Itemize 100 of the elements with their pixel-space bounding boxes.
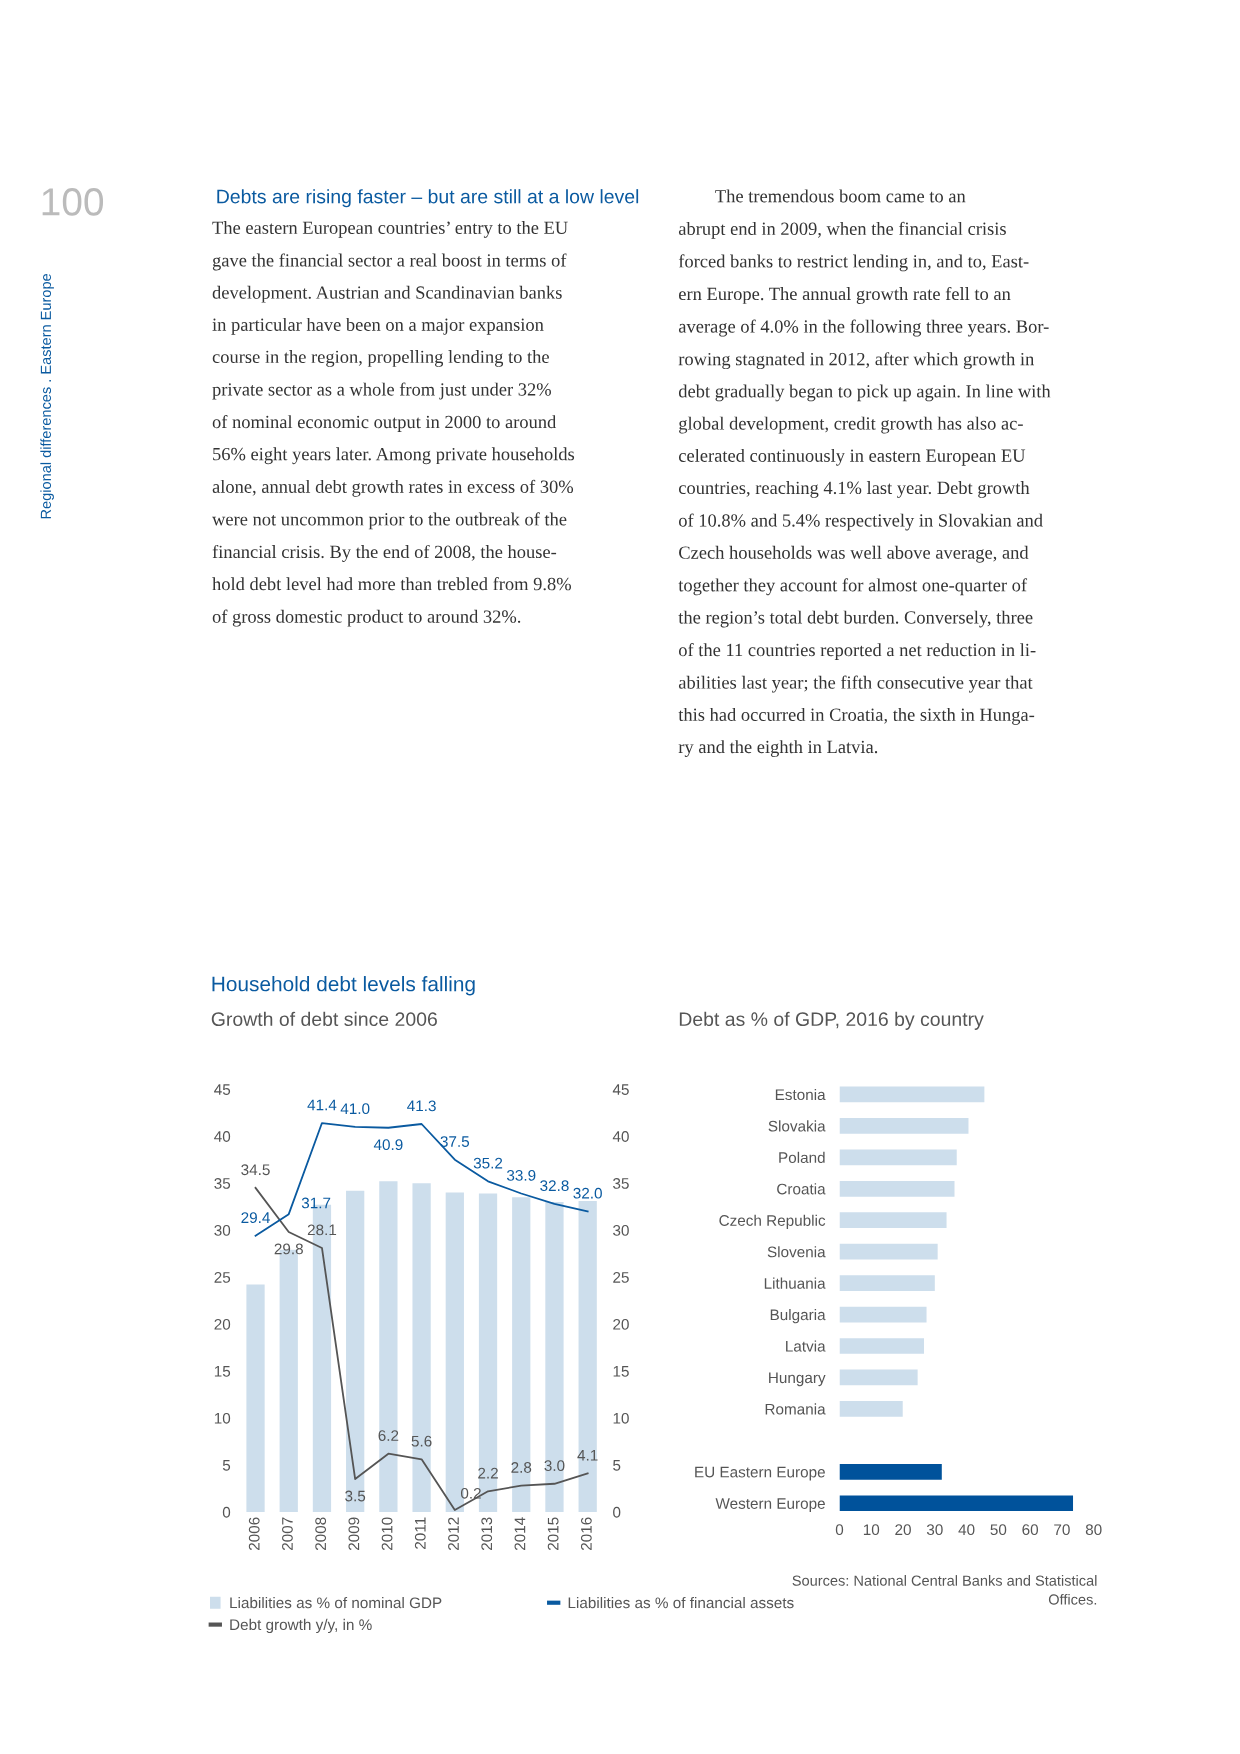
y-tick-label: Latvia: [786, 1340, 826, 1352]
data-label: 3.0: [544, 1460, 565, 1472]
bar: [839, 1086, 985, 1103]
y-tick-label: Lithuania: [764, 1277, 826, 1289]
bar: [839, 1180, 955, 1197]
x-tick-label: 2007: [282, 1517, 293, 1551]
y-tick-label: Western Europe: [715, 1498, 825, 1512]
data-label: 29.8: [274, 1243, 303, 1255]
y-tick-label: Romania: [765, 1403, 826, 1415]
x-tick-label: 2013: [481, 1517, 493, 1551]
bar: [839, 1149, 957, 1166]
data-label: 33.9: [506, 1169, 536, 1181]
data-label: 2.2: [478, 1467, 498, 1479]
x-tick-label: 30: [926, 1524, 943, 1536]
text: The eastern European countries’ entry to the EU gave the financial sector a real boost in terms of development. Austrian and Scandinavian banks in particular have been on a major expansion course in the region, propelling lending to the private sector as a whole from just under 32% of nominal economic output in 2000 to around 56% eight years later. Among private households alone, annual debt growth rates in excess of 30% were not uncommon prior to the outbreak of the financial crisis. By the end of 2008, the house- hold debt level had more than trebled from 9.8% of gross domestic product to around 32%.: [212, 221, 575, 627]
data-label: 41.0: [340, 1103, 370, 1115]
bar: [246, 1284, 265, 1512]
bar: [578, 1201, 597, 1512]
y2-tick-label: 5: [613, 1460, 621, 1471]
y-tick-label: 20: [214, 1318, 231, 1330]
data-label: 5.6: [411, 1435, 432, 1447]
y2-tick-label: 45: [612, 1084, 629, 1095]
data-label: 34.5: [241, 1164, 270, 1176]
bar: [839, 1338, 924, 1354]
data-label: 41.4: [307, 1099, 337, 1111]
data-label: 40.9: [373, 1139, 403, 1151]
data-label: 3.5: [345, 1490, 366, 1502]
x-tick-label: 50: [990, 1524, 1007, 1536]
y-tick-label: Estonia: [775, 1088, 826, 1101]
x-tick-label: 2012: [448, 1517, 459, 1551]
text: Regional differences . Eastern Europe: [40, 273, 54, 519]
bar: [839, 1243, 938, 1260]
y-tick-label: EU Eastern Europe: [695, 1466, 825, 1481]
bar: [839, 1306, 927, 1323]
x-tick-label: 2008: [315, 1517, 327, 1551]
bar: [839, 1275, 935, 1291]
y2-tick-label: 30: [613, 1225, 629, 1236]
bar: [839, 1212, 947, 1229]
legend-label: Liabilities as % of financial assets: [568, 1596, 794, 1609]
text: The tremendous boom came to an abrupt end in 2009, when the financial crisis forced banks to restrict lending in, and to, East- ern Europe. The annual growth rate fell to an average of 4.0% in the following three years. Bor- rowing stagnated in 2012, after which growth in debt gradually began to pick up again. In line with global development, credit growth has also ac- celerated continuously in eastern European EU countries, reaching 4.1% last year. Debt growth of 10.8% and 5.4% respectively in Slovakian and Czech households was well above average, and together they account for almost one-quarter of the region’s total debt burden. Conversely, three of the 11 countries reported a net reduction in li- abilities last year; the fifth consecutive year that this had occurred in Croatia, the sixth in Hunga- ry and the eighth in Latvia.: [678, 189, 1051, 757]
y-tick-label: Bulgaria: [770, 1309, 826, 1324]
x-tick-label: 60: [1022, 1524, 1039, 1536]
y2-tick-label: 0: [613, 1506, 621, 1518]
y2-tick-label: 35: [613, 1178, 629, 1189]
x-tick-label: 2011: [414, 1517, 426, 1549]
data-label: 37.5: [440, 1136, 470, 1147]
x-tick-label: 20: [895, 1524, 911, 1536]
x-tick-label: 2009: [348, 1517, 360, 1551]
bar: [346, 1190, 365, 1512]
chart-subtitle: Growth of debt since 2006: [211, 1011, 437, 1027]
data-label: 29.4: [241, 1212, 270, 1224]
y2-tick-label: 15: [613, 1366, 629, 1377]
bar: [839, 1118, 969, 1134]
y-tick-label: 30: [214, 1225, 231, 1236]
data-label: 41.3: [407, 1100, 436, 1112]
y-tick-label: 45: [214, 1084, 231, 1095]
data-label: 2.8: [511, 1462, 532, 1473]
y-tick-label: Czech Republic: [719, 1214, 826, 1229]
bar: [839, 1463, 942, 1480]
y-tick-label: Croatia: [777, 1183, 826, 1195]
data-label: 6.2: [378, 1430, 399, 1441]
chart-title: Household debt levels falling: [212, 976, 475, 996]
source-note: Sources: National Central Banks and Statistical Offices.: [792, 1575, 1097, 1605]
data-label: 4.1: [577, 1450, 598, 1461]
data-label: 32.0: [573, 1187, 602, 1199]
legend-label: Debt growth y/y, in %: [230, 1618, 372, 1634]
y-tick-label: 25: [214, 1271, 231, 1283]
y-tick-label: Hungary: [769, 1372, 826, 1387]
bar: [412, 1183, 431, 1512]
text: Debts are rising faster – but are still at a low level: [217, 189, 639, 208]
legend-label: Liabilities as % of nominal GDP: [230, 1596, 442, 1609]
bar: [512, 1197, 531, 1512]
y-tick-label: Slovenia: [767, 1246, 826, 1258]
data-label: 35.2: [473, 1157, 503, 1169]
x-tick-label: 2016: [580, 1517, 592, 1551]
x-tick-label: 70: [1054, 1524, 1070, 1536]
y2-tick-label: 40: [612, 1131, 629, 1142]
data-label: 28.1: [307, 1224, 337, 1236]
y-tick-label: 0: [222, 1506, 231, 1518]
x-tick-label: 2006: [248, 1517, 260, 1551]
y-tick-label: 10: [214, 1412, 231, 1424]
y-tick-label: 15: [214, 1366, 231, 1377]
x-tick-label: 40: [958, 1524, 975, 1536]
x-tick-label: 2014: [514, 1517, 526, 1551]
y-tick-label: 5: [222, 1460, 231, 1471]
data-label: 32.8: [540, 1180, 569, 1192]
chart-title: Debt as % of GDP, 2016 by country: [679, 1011, 984, 1030]
text: 100: [42, 188, 104, 216]
x-tick-label: 2010: [381, 1517, 393, 1551]
y-tick-label: Poland: [779, 1151, 825, 1164]
x-tick-label: 10: [863, 1524, 880, 1536]
y-tick-label: 40: [214, 1131, 231, 1142]
x-tick-label: 0: [835, 1524, 844, 1536]
y2-tick-label: 20: [613, 1318, 629, 1330]
bar: [545, 1201, 564, 1512]
y-tick-label: 35: [214, 1178, 231, 1189]
x-tick-label: 2015: [547, 1517, 559, 1551]
bar: [379, 1181, 398, 1512]
y-tick-label: Slovakia: [768, 1120, 826, 1132]
x-tick-label: 80: [1085, 1524, 1102, 1536]
